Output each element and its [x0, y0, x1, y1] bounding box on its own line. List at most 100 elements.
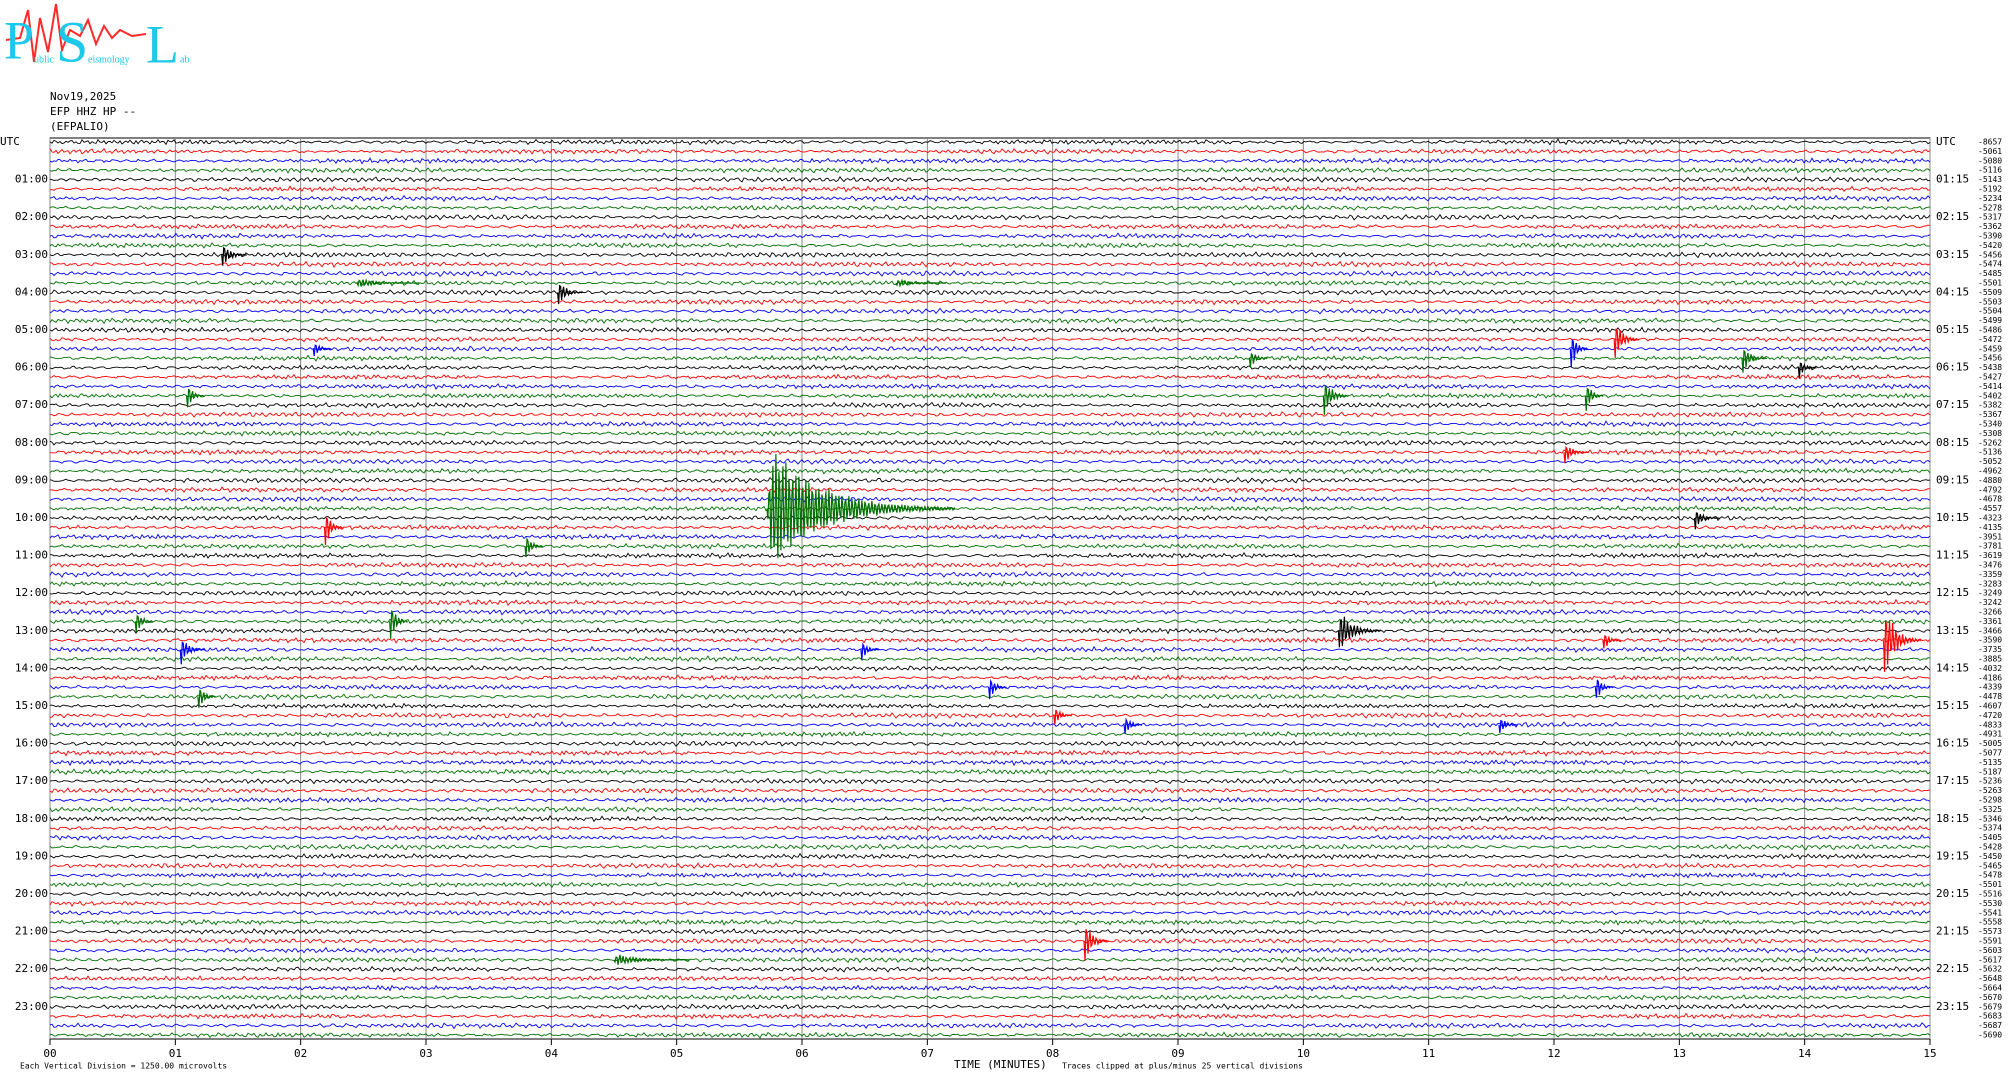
- trace: [49, 937, 1931, 945]
- row-offset: -3476: [1978, 561, 2002, 570]
- row-offset: -5530: [1978, 899, 2002, 908]
- right-hour-label: 10:15: [1936, 511, 1969, 524]
- trace: [49, 147, 1931, 155]
- row-offset: -5428: [1978, 843, 2002, 852]
- left-hour-label: 06:00: [15, 361, 48, 374]
- trace: [49, 739, 1931, 748]
- trace: [49, 815, 1931, 823]
- logo-letter: S: [56, 9, 88, 74]
- left-hour-label: 01:00: [15, 173, 48, 186]
- left-hour-label: 19:00: [15, 849, 48, 862]
- x-tick-label: 04: [545, 1047, 559, 1060]
- row-offset: -4135: [1978, 523, 2002, 532]
- trace: [49, 589, 1931, 597]
- clip-note: Traces clipped at plus/minus 25 vertical…: [1062, 1062, 1303, 1071]
- row-offset: -5340: [1978, 420, 2002, 429]
- trace: [49, 608, 1931, 616]
- row-offset: -5005: [1978, 739, 2002, 748]
- trace: [49, 354, 1931, 362]
- row-offset: -4032: [1978, 664, 2002, 673]
- trace: [49, 843, 1931, 851]
- right-hour-label: 11:15: [1936, 549, 1969, 562]
- event: [312, 344, 332, 357]
- right-hour-label: 05:15: [1936, 323, 1969, 336]
- right-hour-label: 12:15: [1936, 586, 1969, 599]
- row-offset: -5683: [1978, 1012, 2002, 1021]
- row-offset: -5459: [1978, 344, 2002, 353]
- trace: [49, 430, 1931, 437]
- right-hour-label: 01:15: [1936, 173, 1969, 186]
- logo-letter: L: [146, 14, 179, 74]
- row-offset: -3242: [1978, 598, 2002, 607]
- site: (EFPALIO): [50, 120, 110, 133]
- trace: [49, 542, 1931, 550]
- left-hour-label: 16:00: [15, 737, 48, 750]
- row-offset: -5374: [1978, 824, 2002, 833]
- event: [1602, 634, 1621, 649]
- logo-word: ab: [180, 54, 189, 65]
- row-offset: -4607: [1978, 702, 2002, 711]
- row-offset: -5187: [1978, 767, 2002, 776]
- left-hour-label: 22:00: [15, 962, 48, 975]
- trace: [49, 890, 1931, 898]
- row-offset: -3466: [1978, 626, 2002, 635]
- trace: [49, 401, 1931, 409]
- trace: [49, 392, 1931, 400]
- trace: [49, 928, 1931, 936]
- row-offset: -4678: [1978, 495, 2002, 504]
- left-hour-label: 14:00: [15, 661, 48, 674]
- row-offset: -3735: [1978, 645, 2002, 654]
- left-hour-label: 09:00: [15, 473, 48, 486]
- right-hour-label: 18:15: [1936, 812, 1969, 825]
- trace: [49, 674, 1931, 682]
- trace: [49, 458, 1931, 465]
- row-offset: -5456: [1978, 354, 2002, 363]
- row-offset: -5499: [1978, 316, 2002, 325]
- row-offset: -5501: [1978, 880, 2002, 889]
- row-offset: -5402: [1978, 391, 2002, 400]
- x-axis-title: TIME (MINUTES): [954, 1058, 1047, 1071]
- trace: [49, 439, 1931, 447]
- trace: [49, 270, 1931, 278]
- right-hour-label: 21:15: [1936, 925, 1969, 938]
- row-offset: -5501: [1978, 279, 2002, 288]
- event: [134, 614, 154, 633]
- row-offset: -5450: [1978, 852, 2002, 861]
- event: [197, 689, 217, 708]
- trace: [49, 617, 1931, 626]
- row-offset: -5278: [1978, 203, 2002, 212]
- event: [988, 678, 1007, 700]
- x-tick-label: 02: [294, 1047, 307, 1060]
- trace: [49, 533, 1931, 541]
- row-offset: -5136: [1978, 448, 2002, 457]
- row-offset: -3361: [1978, 617, 2002, 626]
- trace: [49, 552, 1931, 560]
- row-offset: -5052: [1978, 457, 2002, 466]
- scale-note: Each Vertical Division = 1250.00 microvo…: [20, 1062, 227, 1071]
- trace: [49, 411, 1931, 419]
- row-offset: -5509: [1978, 288, 2002, 297]
- x-tick-label: 12: [1547, 1047, 1560, 1060]
- event: [1083, 929, 1110, 961]
- row-offset: -3359: [1978, 570, 2002, 579]
- trace: [49, 251, 1931, 259]
- trace: [49, 805, 1931, 814]
- event: [1248, 352, 1268, 368]
- left-hour-label: 17:00: [15, 774, 48, 787]
- trace: [49, 965, 1931, 973]
- left-hour-label: 03:00: [15, 248, 48, 261]
- left-hour-label: 13:00: [15, 624, 48, 637]
- right-hour-label: 15:15: [1936, 699, 1969, 712]
- trace: [49, 834, 1931, 841]
- row-offset: -3885: [1978, 655, 2002, 664]
- x-tick-label: 10: [1297, 1047, 1310, 1060]
- trace: [49, 598, 1931, 607]
- left-hour-label: 21:00: [15, 925, 48, 938]
- row-offset: -5679: [1978, 1002, 2002, 1011]
- row-offset: -5456: [1978, 250, 2002, 259]
- event: [895, 278, 947, 288]
- row-offset: -5234: [1978, 194, 2002, 203]
- row-offset: -5116: [1978, 166, 2002, 175]
- trace: [49, 570, 1931, 579]
